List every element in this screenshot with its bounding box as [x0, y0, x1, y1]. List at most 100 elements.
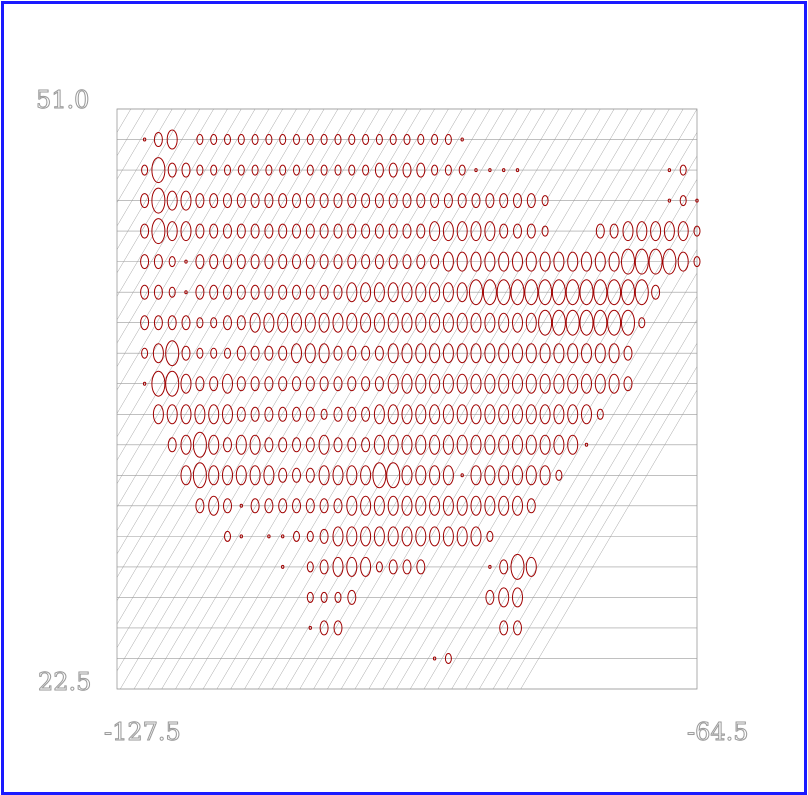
data-point: [347, 254, 357, 270]
data-point: [251, 164, 259, 176]
grid-line-slant: [117, 109, 325, 461]
data-point: [360, 312, 372, 333]
data-point: [679, 164, 687, 176]
data-point: [305, 467, 315, 483]
data-point: [305, 223, 315, 239]
data-point: [401, 373, 413, 394]
data-point: [402, 193, 412, 209]
data-point: [180, 221, 192, 242]
data-point: [567, 343, 579, 364]
data-point: [431, 164, 439, 176]
data-point: [457, 193, 467, 209]
data-point: [267, 534, 271, 539]
data-point: [608, 251, 620, 272]
data-point: [442, 312, 454, 333]
data-point: [373, 434, 385, 455]
data-point: [346, 282, 358, 303]
data-point: [442, 465, 454, 486]
grid: [116, 108, 698, 690]
data-point: [470, 373, 482, 394]
data-point: [223, 498, 232, 514]
data-point: [249, 465, 261, 486]
data-point: [362, 134, 370, 145]
grid-line-slant: [117, 109, 173, 204]
data-point: [360, 556, 372, 577]
data-point: [236, 376, 246, 392]
grid-line-slant: [117, 109, 339, 485]
data-point: [539, 404, 551, 425]
data-point: [539, 434, 551, 455]
data-point: [250, 345, 260, 361]
data-point: [373, 312, 385, 333]
data-point: [567, 251, 579, 272]
data-point: [360, 526, 372, 547]
grid-line-slant: [410, 202, 697, 689]
data-point: [249, 312, 261, 333]
data-point: [361, 406, 371, 422]
data-point: [250, 193, 260, 209]
grid-line-slant: [327, 109, 670, 689]
data-point: [677, 251, 689, 272]
data-point: [374, 223, 384, 239]
data-point: [184, 290, 188, 295]
data-point: [470, 434, 482, 455]
data-point: [538, 279, 553, 306]
data-point: [484, 495, 496, 516]
data-point: [498, 251, 510, 272]
data-point: [361, 254, 371, 270]
data-point: [278, 284, 288, 300]
data-point: [236, 345, 246, 361]
data-point: [525, 251, 537, 272]
data-point: [208, 434, 220, 455]
data-point: [373, 495, 385, 516]
data-point: [579, 309, 594, 336]
data-point: [374, 345, 384, 361]
grid-line-slant: [382, 155, 697, 689]
data-point: [320, 134, 328, 145]
data-point: [236, 406, 246, 422]
grid-line-slant: [117, 109, 118, 110]
data-point: [195, 193, 205, 209]
data-point: [485, 589, 495, 605]
data-point: [224, 530, 231, 542]
data-point: [278, 193, 288, 209]
grid-line-slant: [189, 109, 532, 689]
data-point: [608, 343, 620, 364]
data-point: [236, 223, 246, 239]
data-point: [167, 315, 177, 331]
data-point: [192, 462, 207, 489]
data-point: [608, 373, 620, 394]
data-point: [292, 376, 301, 392]
data-point: [430, 193, 440, 209]
data-point: [361, 376, 371, 392]
grid-line-slant: [117, 109, 380, 555]
data-point: [292, 284, 301, 300]
data-point: [662, 248, 677, 275]
data-point: [237, 164, 245, 176]
grid-line-slant: [451, 272, 697, 689]
data-point: [484, 312, 496, 333]
data-point: [333, 345, 343, 361]
data-point: [263, 465, 275, 486]
data-point: [373, 404, 385, 425]
data-point: [415, 343, 427, 364]
data-point: [223, 193, 232, 209]
data-point: [375, 561, 383, 573]
data-point: [510, 553, 525, 580]
data-point: [429, 434, 441, 455]
data-point: [470, 526, 482, 547]
data-point: [209, 193, 219, 209]
data-point: [292, 223, 301, 239]
data-point: [442, 251, 454, 272]
data-point: [209, 376, 219, 392]
data-point: [553, 373, 565, 394]
data-point: [167, 437, 177, 453]
data-point: [264, 345, 274, 361]
data-point: [278, 376, 288, 392]
data-point: [210, 164, 218, 176]
data-point: [456, 495, 468, 516]
data-point: [401, 526, 413, 547]
data-point: [181, 162, 191, 178]
data-point: [374, 162, 384, 178]
